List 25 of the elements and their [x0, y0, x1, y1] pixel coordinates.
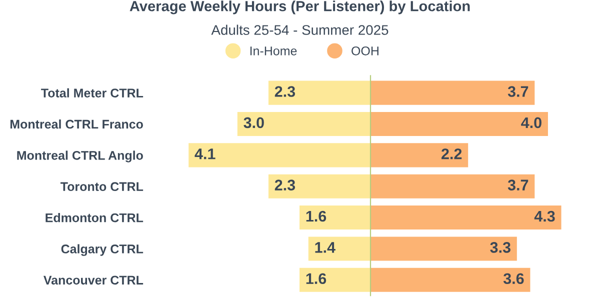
y-tick-label: Montreal CTRL Anglo — [17, 150, 143, 162]
data-label: 3.7 — [508, 180, 528, 190]
y-tick-label: Toronto CTRL — [60, 182, 144, 192]
y-tick-label: Edmonton CTRL — [46, 213, 144, 222]
y-tick-label: Total Meter CTRL — [41, 88, 144, 98]
chart-subtitle: Adults 25-54 - Summer 2025 — [211, 24, 388, 35]
data-label: 4.1 — [194, 148, 216, 160]
chart-title: Average Weekly Hours (Per Listener) by Location — [130, 0, 470, 14]
data-label: 3.0 — [244, 117, 264, 128]
legend-label: OOH — [352, 46, 378, 56]
data-label: 1.6 — [306, 273, 326, 284]
data-label: 1.4 — [315, 242, 336, 253]
data-label: 4.0 — [521, 117, 542, 128]
data-label: 3.7 — [508, 86, 528, 97]
y-tick-label: Vancouver CTRL — [44, 276, 144, 285]
data-label: 2.2 — [442, 148, 462, 160]
data-label: 2.3 — [274, 86, 296, 97]
data-label: 4.3 — [534, 210, 555, 222]
data-label: 3.6 — [503, 273, 524, 284]
y-tick-label: Calgary CTRL — [61, 244, 144, 256]
data-label: 1.6 — [306, 210, 326, 222]
y-tick-label: Montreal CTRL Franco — [10, 119, 143, 129]
legend-label: In-Home — [250, 46, 297, 56]
data-label: 2.3 — [274, 180, 296, 190]
data-label: 3.3 — [490, 242, 510, 253]
